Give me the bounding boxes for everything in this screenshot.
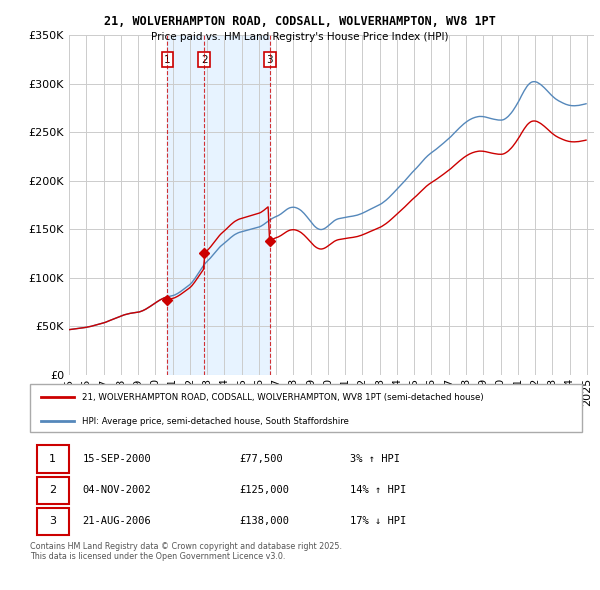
Text: 3: 3 (266, 55, 273, 65)
Text: 3% ↑ HPI: 3% ↑ HPI (350, 454, 400, 464)
Text: Contains HM Land Registry data © Crown copyright and database right 2025.
This d: Contains HM Land Registry data © Crown c… (30, 542, 342, 561)
Text: £77,500: £77,500 (240, 454, 284, 464)
Text: 15-SEP-2000: 15-SEP-2000 (82, 454, 151, 464)
FancyBboxPatch shape (37, 477, 68, 504)
Text: 21, WOLVERHAMPTON ROAD, CODSALL, WOLVERHAMPTON, WV8 1PT (semi-detached house): 21, WOLVERHAMPTON ROAD, CODSALL, WOLVERH… (82, 392, 484, 402)
Text: HPI: Average price, semi-detached house, South Staffordshire: HPI: Average price, semi-detached house,… (82, 417, 349, 426)
Text: 1: 1 (164, 55, 171, 65)
Text: 14% ↑ HPI: 14% ↑ HPI (350, 485, 406, 495)
FancyBboxPatch shape (37, 507, 68, 535)
Text: 21, WOLVERHAMPTON ROAD, CODSALL, WOLVERHAMPTON, WV8 1PT: 21, WOLVERHAMPTON ROAD, CODSALL, WOLVERH… (104, 15, 496, 28)
Text: 2: 2 (201, 55, 208, 65)
Text: £125,000: £125,000 (240, 485, 290, 495)
Text: 17% ↓ HPI: 17% ↓ HPI (350, 516, 406, 526)
Text: 04-NOV-2002: 04-NOV-2002 (82, 485, 151, 495)
Text: 21-AUG-2006: 21-AUG-2006 (82, 516, 151, 526)
FancyBboxPatch shape (30, 384, 582, 432)
Text: 2: 2 (49, 485, 56, 495)
Text: Price paid vs. HM Land Registry's House Price Index (HPI): Price paid vs. HM Land Registry's House … (151, 32, 449, 42)
FancyBboxPatch shape (37, 445, 68, 473)
Bar (167, 35, 270, 375)
Text: 1: 1 (49, 454, 56, 464)
Text: 3: 3 (49, 516, 56, 526)
Text: £138,000: £138,000 (240, 516, 290, 526)
